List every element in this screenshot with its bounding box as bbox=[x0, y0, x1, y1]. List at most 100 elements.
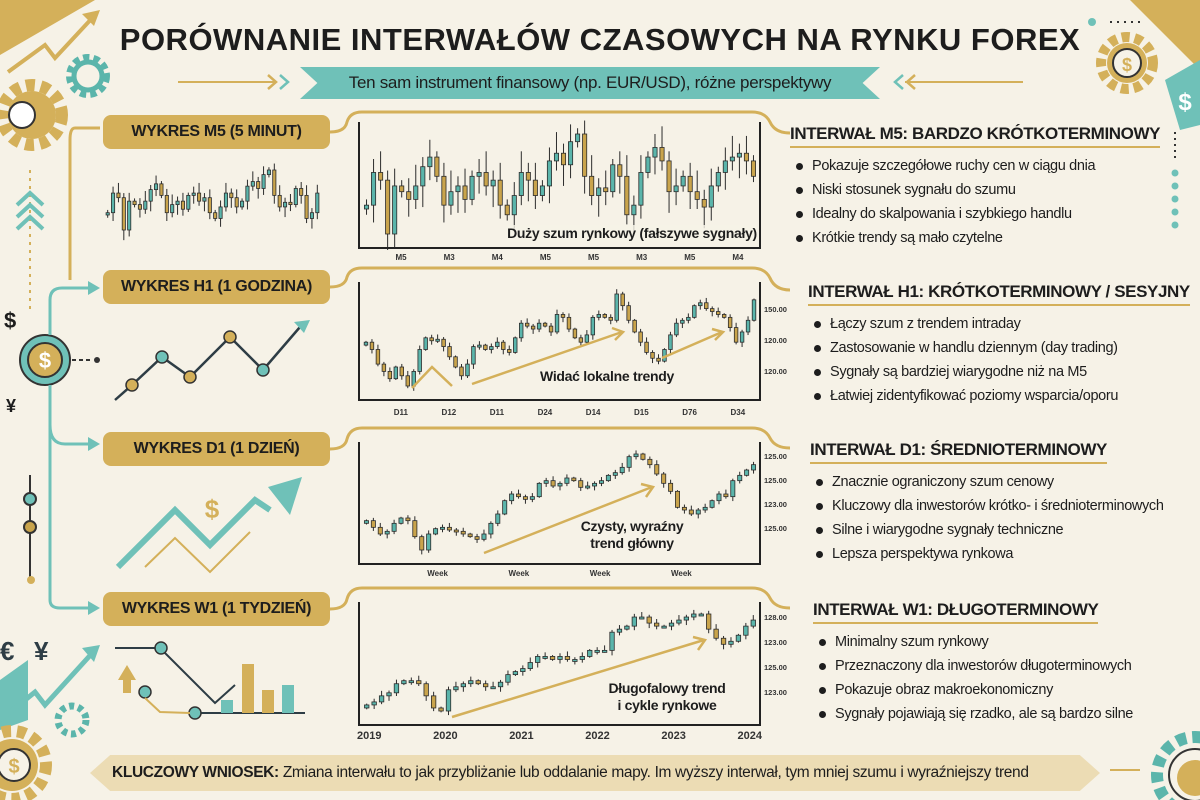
candle bbox=[371, 159, 377, 223]
candle bbox=[646, 614, 652, 629]
mini-candle bbox=[213, 209, 218, 222]
candle bbox=[488, 521, 494, 539]
candle bbox=[616, 625, 623, 636]
mini-candle bbox=[186, 192, 191, 212]
candle bbox=[751, 461, 757, 474]
candle bbox=[381, 361, 387, 377]
mini-candle bbox=[207, 189, 212, 220]
candle bbox=[512, 670, 519, 676]
candle bbox=[644, 337, 649, 355]
y-tick-label: 125.00 bbox=[764, 663, 787, 672]
candle bbox=[427, 139, 433, 181]
info-heading: INTERWAŁ D1: ŚREDNIOTERMINOWY bbox=[810, 440, 1107, 464]
candle bbox=[713, 624, 719, 641]
candle bbox=[412, 516, 418, 539]
candle bbox=[511, 182, 517, 233]
candle bbox=[709, 499, 715, 509]
candle bbox=[654, 460, 660, 476]
dollar-icon: $ bbox=[4, 308, 17, 333]
candle bbox=[598, 477, 604, 487]
label-h1: WYKRES H1 (1 GODZINA) bbox=[103, 270, 330, 304]
chart-w1: 128.00 123.00 125.00 123.00 2019 2020 2021 202… bbox=[357, 600, 787, 742]
candle bbox=[430, 691, 437, 712]
candle bbox=[495, 510, 501, 527]
info-heading: INTERWAŁ M5: BARDZO KRÓTKOTERMINOWY bbox=[790, 124, 1160, 148]
mini-candle bbox=[277, 185, 282, 212]
candle bbox=[384, 529, 390, 539]
candle bbox=[393, 365, 399, 381]
candle bbox=[608, 314, 613, 325]
candle bbox=[617, 151, 623, 194]
candle bbox=[529, 493, 535, 503]
mini-candle bbox=[170, 194, 175, 218]
candle bbox=[519, 320, 524, 342]
info-m5: INTERWAŁ M5: BARDZO KRÓTKOTERMINOWY Poka… bbox=[790, 124, 1200, 250]
candle bbox=[495, 337, 500, 349]
candle bbox=[386, 690, 392, 701]
x-tick-label: M4 bbox=[732, 253, 744, 262]
x-tick-label: M5 bbox=[539, 253, 551, 262]
conclusion-label: KLUCZOWY WNIOSEK: bbox=[112, 764, 279, 781]
candle bbox=[592, 481, 598, 491]
candle bbox=[393, 679, 400, 696]
candle bbox=[502, 499, 508, 516]
candle bbox=[710, 306, 715, 317]
mini-candle bbox=[180, 192, 185, 216]
x-tick-label: 2021 bbox=[509, 730, 534, 742]
candle bbox=[408, 677, 414, 685]
candle bbox=[398, 516, 404, 525]
mini-candle bbox=[175, 196, 180, 215]
candle bbox=[694, 170, 700, 209]
candle bbox=[553, 132, 559, 171]
candle bbox=[596, 178, 602, 217]
candle bbox=[722, 147, 728, 190]
candle bbox=[594, 647, 600, 655]
candle bbox=[453, 528, 459, 536]
candle bbox=[550, 476, 556, 488]
chevron-up-icon bbox=[15, 190, 45, 231]
candle bbox=[462, 168, 468, 213]
x-tick-label: 2019 bbox=[357, 730, 382, 742]
candle bbox=[743, 135, 749, 175]
mini-candle bbox=[223, 182, 228, 212]
candle bbox=[698, 299, 703, 310]
candle bbox=[532, 162, 538, 209]
y-tick-label: 123.00 bbox=[764, 638, 787, 647]
trend-arrow-icon bbox=[6, 13, 97, 74]
candle bbox=[668, 479, 674, 495]
candle bbox=[557, 653, 563, 664]
candle bbox=[378, 151, 384, 190]
candle bbox=[632, 318, 637, 334]
candle bbox=[536, 319, 542, 333]
candles bbox=[364, 609, 756, 716]
candle bbox=[530, 323, 536, 334]
candle bbox=[419, 534, 425, 555]
candle bbox=[680, 170, 686, 192]
y-tick-label: 120.00 bbox=[764, 336, 787, 345]
chart-axes bbox=[358, 602, 761, 726]
chart-m5: M5 M3 M4 M5 M5 M3 M5 M4 Duży szum rynkowy (fałs… bbox=[357, 120, 762, 262]
candle bbox=[737, 471, 743, 484]
mini-candle bbox=[299, 182, 304, 204]
candle bbox=[465, 359, 470, 378]
candle bbox=[387, 367, 393, 382]
candle bbox=[721, 313, 727, 319]
label-m5: WYKRES M5 (5 MINUT) bbox=[103, 115, 330, 149]
candle bbox=[727, 314, 733, 332]
candle bbox=[590, 315, 596, 340]
candle bbox=[620, 291, 625, 311]
candle bbox=[589, 155, 595, 206]
x-tick-label: M5 bbox=[588, 253, 600, 262]
x-tick-label: 2023 bbox=[661, 730, 686, 742]
bullet-item: Sygnały pojawiają się rzadko, ale są bar… bbox=[819, 702, 1200, 726]
candle bbox=[743, 622, 749, 640]
candle bbox=[704, 297, 709, 311]
chart-axes bbox=[358, 442, 761, 565]
candle bbox=[554, 309, 560, 335]
mini-candle bbox=[250, 171, 255, 191]
candle bbox=[546, 147, 552, 204]
candle bbox=[647, 456, 653, 469]
candle bbox=[720, 635, 727, 650]
candle bbox=[601, 645, 608, 653]
